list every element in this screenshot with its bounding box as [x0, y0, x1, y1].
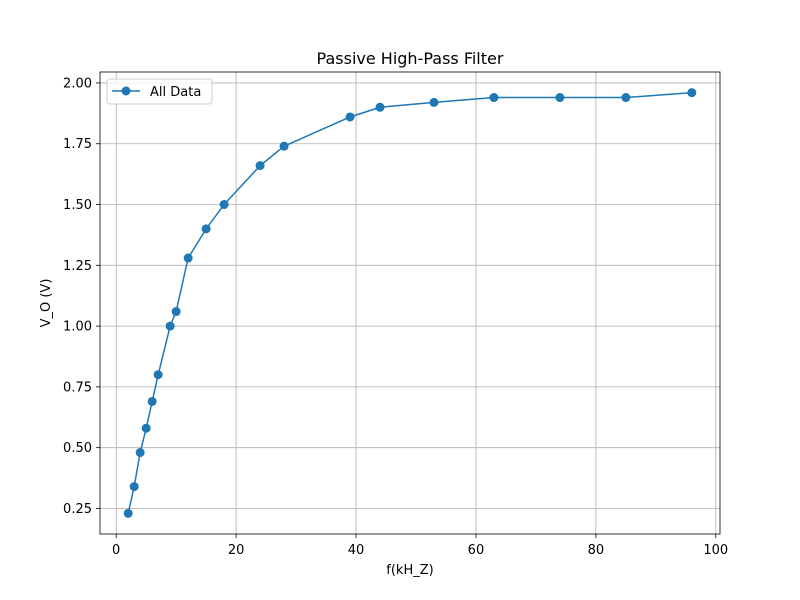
- data-point: [123, 508, 133, 518]
- data-point: [201, 224, 211, 234]
- data-point: [129, 482, 139, 492]
- y-tick-label: 0.25: [63, 502, 92, 517]
- y-axis-title: V_O (V): [39, 279, 54, 328]
- data-point: [279, 141, 289, 151]
- plot-frame: [99, 71, 721, 535]
- data-point: [429, 97, 439, 107]
- x-tick-label: 100: [703, 543, 728, 558]
- data-point: [621, 93, 631, 103]
- data-point: [165, 321, 175, 331]
- data-point: [345, 112, 355, 122]
- data-point: [147, 396, 157, 406]
- data-point: [141, 423, 151, 433]
- x-tick-label: 0: [112, 543, 120, 558]
- y-tick-label: 1.75: [63, 137, 92, 152]
- y-tick-label: 1.00: [63, 320, 92, 335]
- y-tick-label: 0.75: [63, 380, 92, 395]
- x-tick-label: 80: [588, 543, 605, 558]
- x-tick-label: 60: [468, 543, 485, 558]
- data-point: [171, 307, 181, 317]
- legend: All Data: [106, 78, 213, 105]
- plot-area: [100, 72, 720, 534]
- grid: [100, 72, 720, 534]
- y-tick-label: 1.50: [63, 198, 92, 213]
- data-point: [135, 448, 145, 458]
- ticks: 0 20 40 60 80 100 0.25 0.50 0.75 1.00 1.25 1.50 1.75…: [63, 76, 728, 558]
- x-tick-label: 20: [228, 543, 245, 558]
- data-point: [153, 370, 163, 380]
- series-layer: [123, 88, 697, 518]
- data-point: [687, 88, 697, 98]
- data-point: [555, 93, 565, 103]
- x-tick-label: 40: [348, 543, 365, 558]
- series-line: [127, 91, 692, 514]
- data-point: [255, 161, 265, 171]
- x-axis-title: f(kH_Z): [386, 563, 433, 578]
- data-point: [375, 102, 385, 112]
- y-tick-label: 1.25: [63, 259, 92, 274]
- data-point: [219, 200, 229, 210]
- legend-label: All Data: [150, 85, 201, 100]
- y-tick-label: 2.00: [63, 76, 92, 91]
- data-point: [183, 253, 193, 263]
- legend-box: [106, 78, 213, 105]
- legend-marker-swatch: [121, 86, 131, 96]
- y-tick-label: 0.50: [63, 441, 92, 456]
- data-point: [489, 93, 499, 103]
- chart-title: Passive High-Pass Filter: [317, 49, 504, 68]
